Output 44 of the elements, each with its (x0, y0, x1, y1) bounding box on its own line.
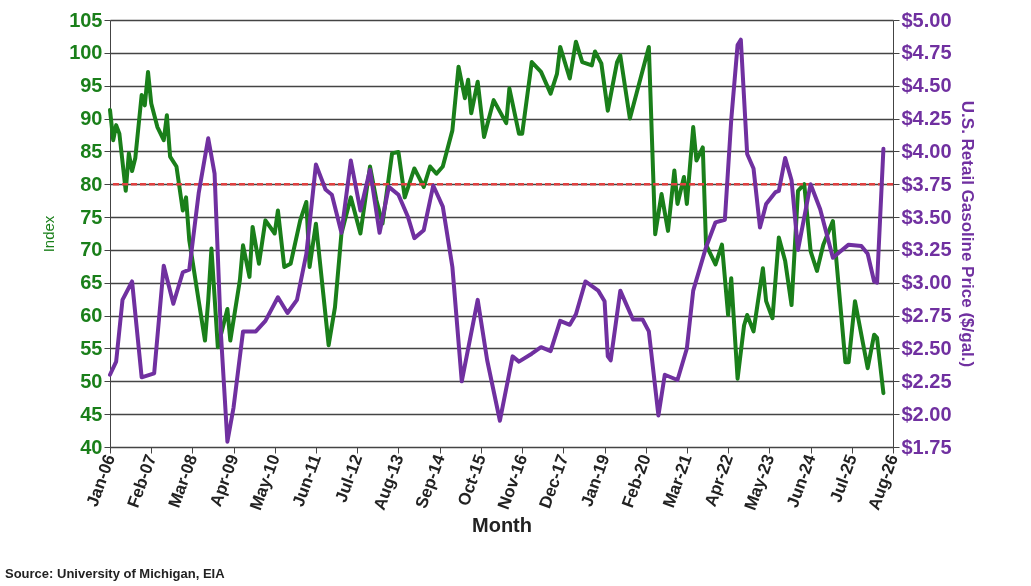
y2-axis-title: U.S. Retail Gasoline Price ($/gal.) (957, 100, 977, 368)
y2-tick-label: $3.25 (901, 238, 952, 261)
y-tick-label: 55 (80, 336, 103, 359)
x-tick-label: Jul-12 (331, 452, 367, 505)
x-tick-label: Dec-17 (535, 452, 573, 511)
y-tick-label: 105 (69, 8, 103, 31)
y-tick-label: 60 (80, 304, 103, 327)
y2-tick-label: $2.75 (901, 304, 952, 327)
y-axis-title: Index (40, 215, 58, 253)
x-tick-label: Jan-19 (577, 452, 614, 510)
y-tick-label: 40 (80, 435, 103, 458)
x-tick-label: Sep-14 (411, 451, 449, 511)
y2-tick-label: $4.25 (901, 107, 952, 130)
x-tick-label: Oct-15 (453, 452, 490, 509)
y2-tick-label: $3.75 (901, 172, 952, 195)
y-tick-label: 80 (80, 172, 103, 195)
y-tick-label: 45 (80, 402, 103, 425)
y-tick-label: 50 (80, 369, 103, 392)
y-tick-label: 65 (80, 271, 103, 294)
y-tick-label: 90 (80, 107, 103, 130)
y2-tick-label: $3.00 (901, 271, 952, 294)
y-tick-label: 95 (80, 74, 103, 97)
y2-tick-label: $2.25 (901, 369, 952, 392)
y2-tick-label: $4.75 (901, 41, 952, 64)
y-tick-label: 100 (69, 41, 103, 64)
x-tick-label: Jun-11 (288, 452, 325, 510)
y2-tick-label: $1.75 (901, 435, 952, 458)
y-tick-label: 75 (80, 205, 103, 228)
x-tick-label: Aug-26 (864, 452, 902, 513)
y-tick-label: 70 (80, 238, 103, 261)
y2-tick-label: $4.00 (901, 139, 952, 162)
x-tick-label: Apr-09 (206, 452, 243, 510)
x-tick-label: Jun-24 (782, 451, 820, 511)
x-tick-label: Apr-22 (700, 452, 738, 510)
x-tick-label: Feb-07 (123, 452, 161, 511)
x-axis-title: Month (472, 514, 532, 537)
y2-tick-label: $4.50 (901, 74, 952, 97)
x-tick-label: Jul-25 (826, 452, 861, 505)
y2-tick-label: $3.50 (901, 205, 952, 228)
y2-tick-label: $2.00 (901, 402, 952, 425)
y-tick-label: 85 (80, 139, 103, 162)
y2-tick-label: $2.50 (901, 336, 952, 359)
y2-tick-label: $5.00 (901, 8, 952, 31)
source-note: Source: University of Michigan, EIA (5, 566, 226, 581)
